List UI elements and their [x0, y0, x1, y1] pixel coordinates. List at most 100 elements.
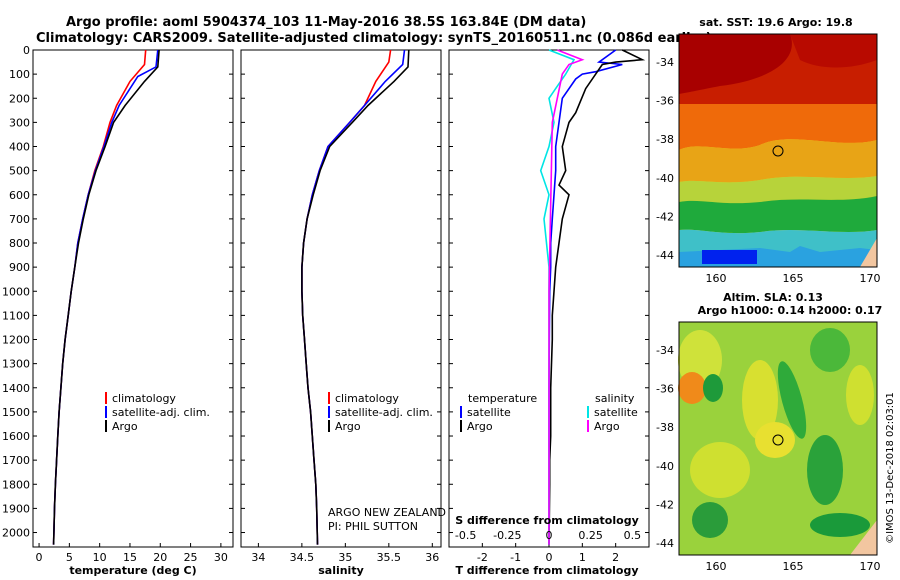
x2-tick-label: -0.5: [455, 529, 476, 542]
pi-credit: PI: PHIL SUTTON: [328, 520, 418, 533]
map-lat-label: -38: [656, 133, 674, 146]
series-line-t-satellite: [548, 49, 623, 545]
x-tick-label: 30: [214, 551, 228, 564]
map-lon-label: 160: [706, 560, 727, 573]
depth-tick-label: 100: [9, 68, 30, 81]
map-lat-label: -38: [656, 421, 674, 434]
temperature-panel-frame: [32, 49, 234, 548]
map-lon-label: 160: [706, 272, 727, 285]
series-line-argo: [52, 49, 160, 545]
depth-tick-label: 1500: [2, 406, 30, 419]
depth-tick-label: 1200: [2, 334, 30, 347]
s-difference-xlabel: S difference from climatology: [455, 514, 639, 527]
x-tick-label: 15: [123, 551, 137, 564]
depth-tick-label: 1100: [2, 309, 30, 322]
x-tick-label: 2: [612, 551, 619, 564]
x-tick-label: 35.5: [377, 551, 402, 564]
depth-tick-label: 1700: [2, 454, 30, 467]
depth-tick-label: 900: [9, 261, 30, 274]
legend-climatology: climatology: [112, 392, 176, 405]
legend-satellite-adj: satellite-adj. clim.: [112, 406, 210, 419]
salinity-xlabel: salinity: [318, 564, 364, 577]
program-credit: ARGO NEW ZEALAND: [328, 506, 446, 519]
legend-salinity-title: salinity: [595, 392, 635, 405]
sst-map: [678, 33, 878, 268]
depth-tick-label: 1900: [2, 502, 30, 515]
map-lat-label: -36: [656, 95, 674, 108]
t-difference-xlabel: T difference from climatology: [455, 564, 638, 577]
x-tick-labels: 0 5 10 15 20 25 30 34 34.5 35 35.5 36 -2 -1 0 1 2 -0.5 -0.…: [36, 529, 642, 564]
sst-map-title: sat. SST: 19.6 Argo: 19.8: [699, 16, 852, 29]
argo-position-marker-sst: [772, 145, 784, 157]
depth-tick-label: 1300: [2, 358, 30, 371]
legend-argo: Argo: [335, 420, 361, 433]
difference-legend: temperature satellite Argo salinity sate…: [460, 392, 638, 433]
depth-tick-label: 1400: [2, 382, 30, 395]
x2-tick-label: 0.25: [578, 529, 603, 542]
depth-tick-label: 700: [9, 213, 30, 226]
series-line-climatology: [52, 49, 147, 545]
depth-tick-label: 1600: [2, 430, 30, 443]
depth-tick-label: 1800: [2, 478, 30, 491]
x2-tick-label: 0: [546, 529, 553, 542]
series-line-satellite-adj-clim-: [52, 49, 159, 545]
map-lon-label: 170: [860, 560, 881, 573]
imos-credit: ©IMOS 13-Dec-2018 02:03:01: [885, 392, 896, 544]
depth-tick-label: 200: [9, 92, 30, 105]
depth-tick-label: 1000: [2, 285, 30, 298]
sla-map-title-2: Argo h1000: 0.14 h2000: 0.17: [698, 304, 883, 317]
temperature-xlabel: temperature (deg C): [69, 564, 196, 577]
map-lat-label: -44: [656, 249, 674, 262]
profile-lines: [52, 49, 646, 545]
header-line2: Climatology: CARS2009. Satellite-adjuste…: [36, 31, 712, 46]
legend-satellite-adj: satellite-adj. clim.: [335, 406, 433, 419]
x-tick-label: 34: [251, 551, 265, 564]
map-lat-label: -44: [656, 537, 674, 550]
legend-s-argo: Argo: [594, 420, 620, 433]
map-lon-label: 165: [783, 560, 804, 573]
map-tick-labels: -34 -36 -38 -40 -42 -44 160 165 170 -34 -36 -38 -40 -…: [656, 56, 880, 573]
depth-tick-label: 0: [23, 44, 30, 57]
x2-tick-label: 0.5: [624, 529, 642, 542]
x-tick-label: -1: [510, 551, 521, 564]
depth-tick-label: 300: [9, 116, 30, 129]
x-tick-label: 10: [93, 551, 107, 564]
axis-ticks: [33, 49, 649, 547]
map-lat-label: -42: [656, 210, 674, 223]
x-tick-label: 20: [153, 551, 167, 564]
x2-tick-label: -0.25: [493, 529, 521, 542]
sla-map-title-1: Altim. SLA: 0.13: [723, 291, 823, 304]
map-lat-label: -40: [656, 172, 674, 185]
map-lat-label: -40: [656, 460, 674, 473]
x-tick-label: 35: [338, 551, 352, 564]
header-line1: Argo profile: aoml 5904374_103 11-May-20…: [66, 15, 586, 30]
x-tick-label: 25: [184, 551, 198, 564]
map-lat-label: -42: [656, 498, 674, 511]
sla-map: [678, 321, 878, 556]
series-line-s-argo: [548, 49, 585, 545]
legend-climatology: climatology: [335, 392, 399, 405]
depth-tick-label: 400: [9, 141, 30, 154]
depth-tick-label: 2000: [2, 527, 30, 540]
series-line-argo: [301, 49, 410, 545]
legend-t-satellite: satellite: [467, 406, 511, 419]
x-tick-label: 5: [66, 551, 73, 564]
salinity-legend: climatology satellite-adj. clim. Argo: [328, 392, 433, 433]
depth-tick-label: 800: [9, 237, 30, 250]
map-lon-label: 165: [783, 272, 804, 285]
map-lat-label: -36: [656, 383, 674, 396]
legend-temperature-title: temperature: [468, 392, 537, 405]
series-line-t-argo: [548, 49, 646, 545]
legend-argo: Argo: [112, 420, 138, 433]
legend-s-satellite: satellite: [594, 406, 638, 419]
x-tick-label: -2: [477, 551, 488, 564]
depth-tick-label: 600: [9, 189, 30, 202]
map-lat-label: -34: [656, 56, 674, 69]
x-tick-label: 34.5: [290, 551, 315, 564]
series-line-satellite-adj-clim-: [301, 49, 406, 545]
salinity-panel-frame: [240, 49, 442, 548]
temperature-legend: climatology satellite-adj. clim. Argo: [105, 392, 210, 433]
legend-t-argo: Argo: [467, 420, 493, 433]
argo-position-marker-sla: [772, 434, 784, 446]
